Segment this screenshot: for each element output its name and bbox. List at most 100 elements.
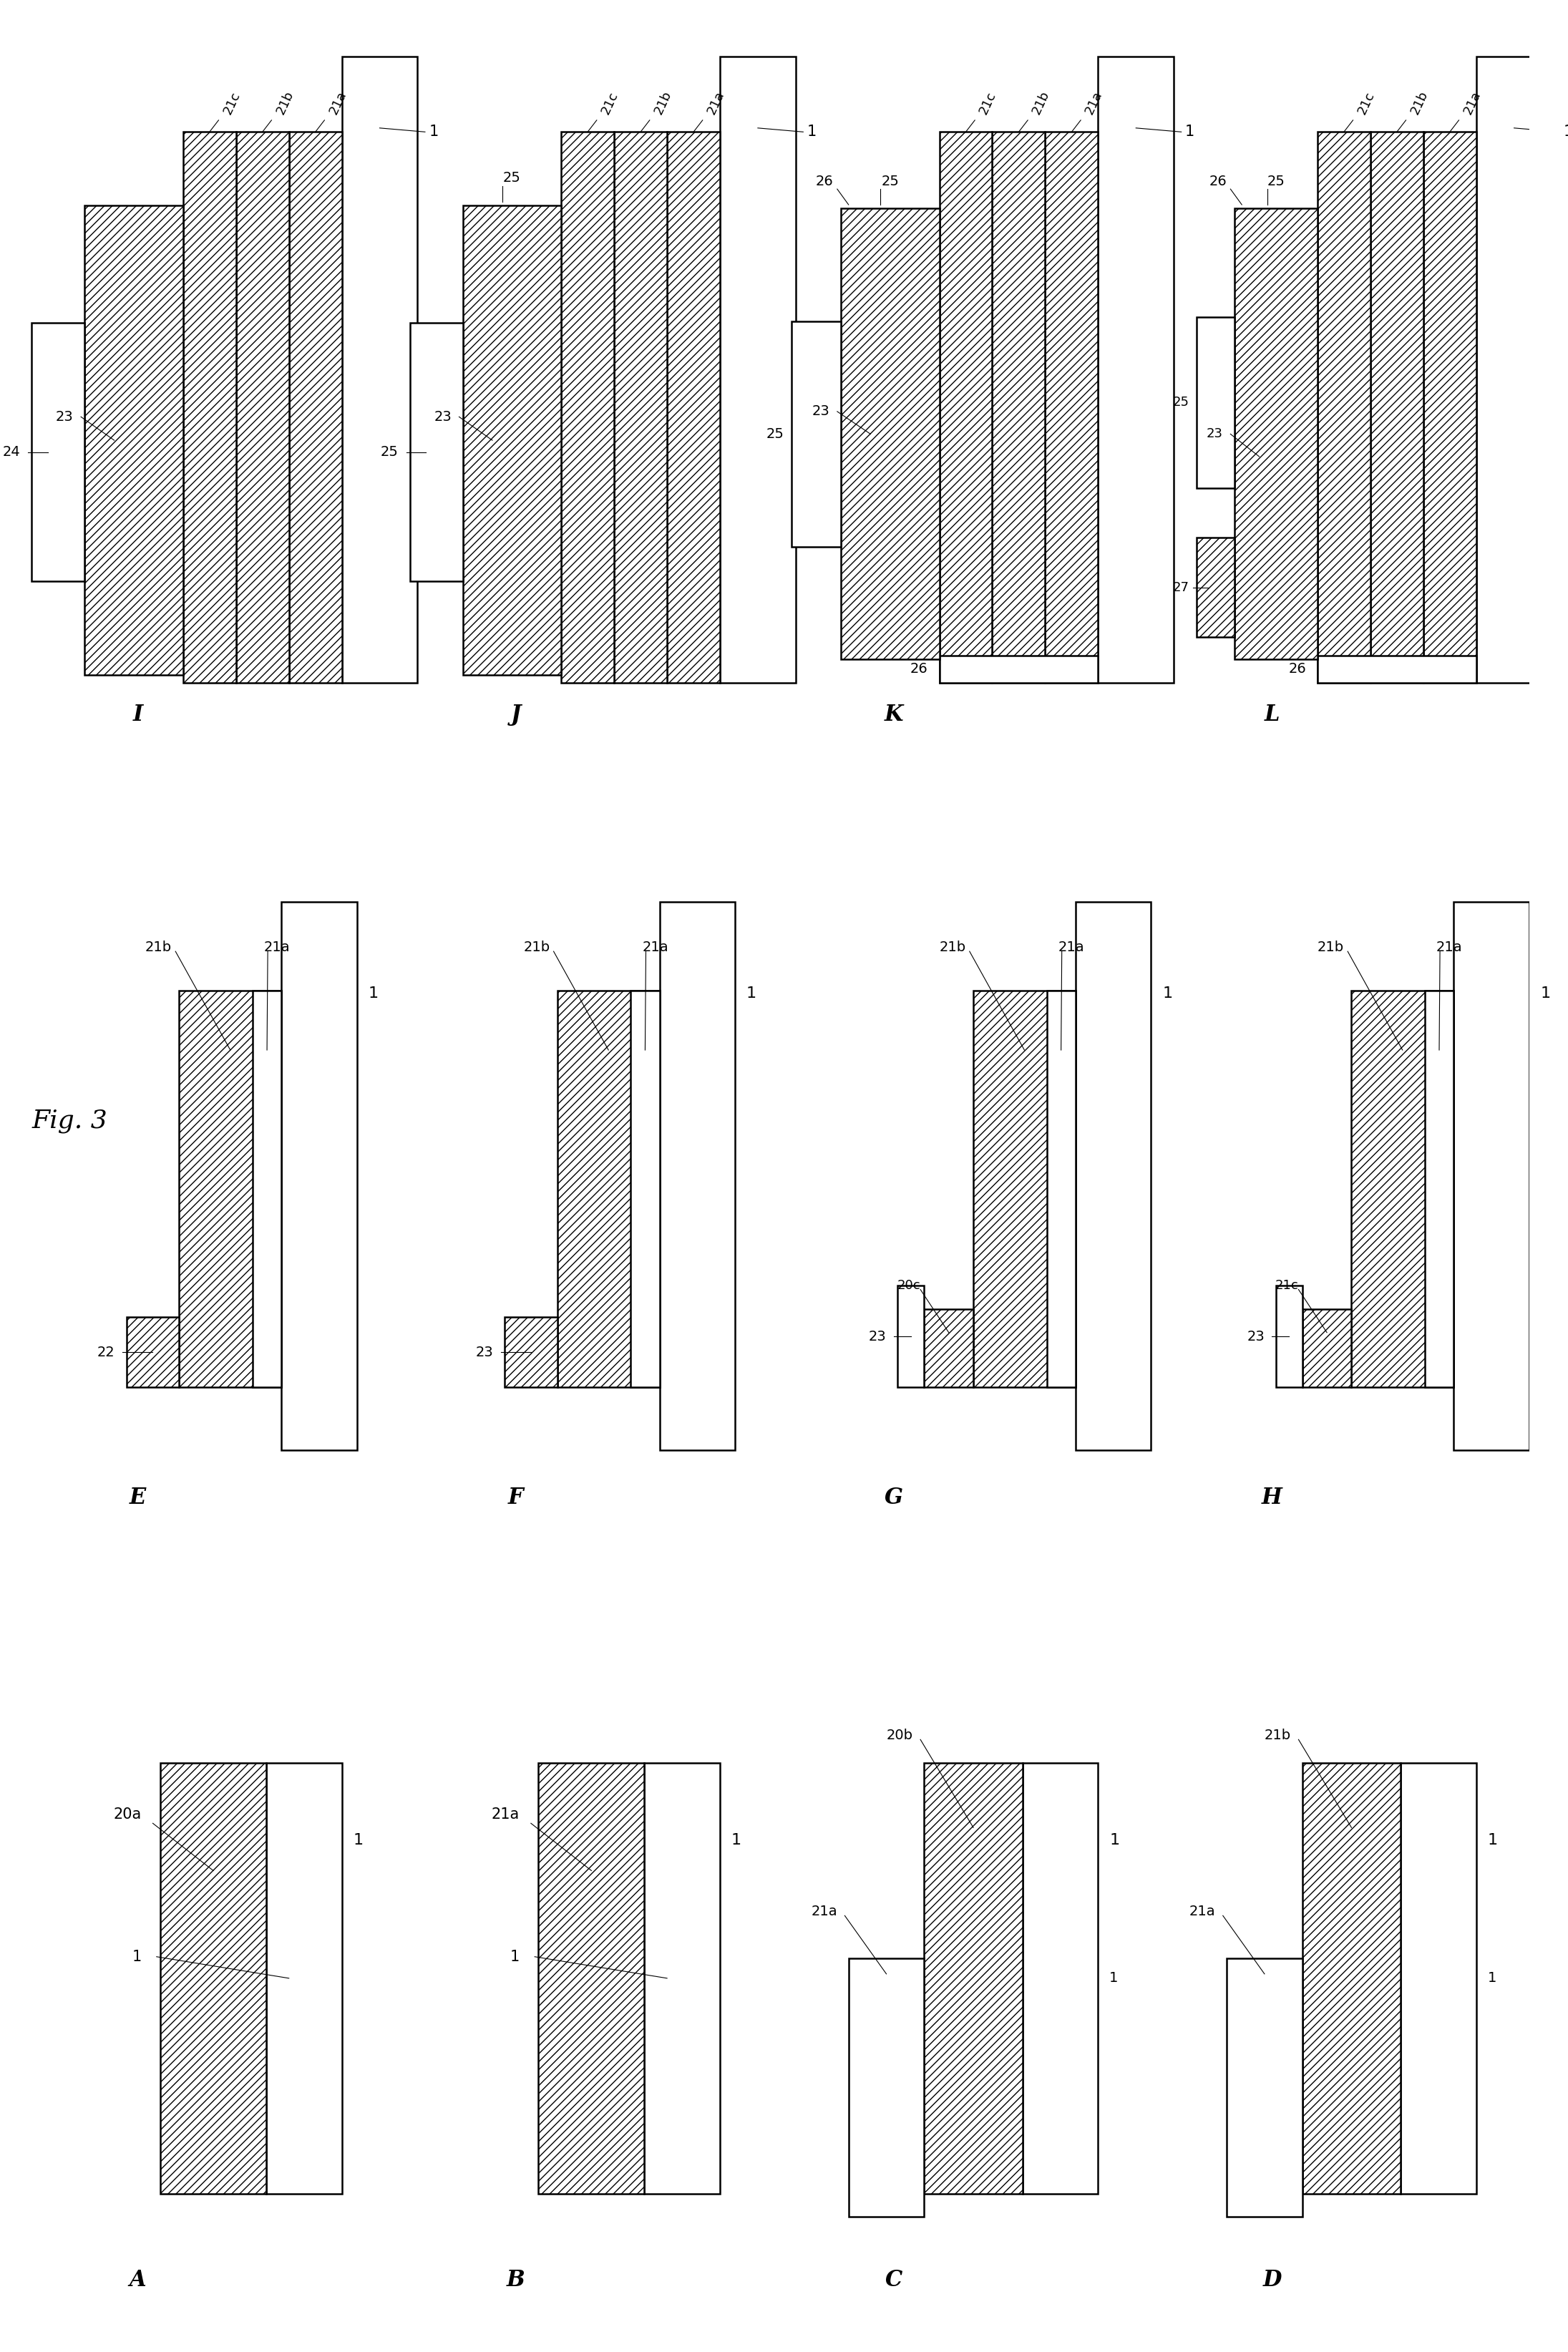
Text: 1: 1 — [1488, 1832, 1497, 1849]
Bar — [630, 990, 660, 1388]
Text: H: H — [1262, 1486, 1283, 1508]
Text: F: F — [508, 1486, 524, 1508]
Bar — [1076, 903, 1151, 1449]
Text: 21a: 21a — [706, 89, 728, 115]
Bar — [1317, 656, 1475, 682]
Text: 24: 24 — [3, 445, 20, 459]
Text: 21a: 21a — [263, 941, 290, 955]
Bar — [31, 322, 85, 581]
Text: 26: 26 — [1289, 663, 1306, 675]
Text: 21a: 21a — [641, 941, 668, 955]
Text: 25: 25 — [1267, 174, 1284, 188]
Text: 1: 1 — [731, 1832, 742, 1849]
Text: 1: 1 — [353, 1832, 364, 1849]
Bar — [939, 656, 1098, 682]
Text: 23: 23 — [1206, 428, 1223, 440]
Bar — [1425, 990, 1454, 1388]
Bar — [898, 1287, 924, 1388]
Bar — [267, 1764, 342, 2194]
Text: 21b: 21b — [524, 941, 550, 955]
Text: B: B — [506, 2270, 525, 2291]
Text: 21c: 21c — [1355, 89, 1377, 115]
Text: 1: 1 — [510, 1950, 519, 1964]
Bar — [1352, 990, 1454, 1388]
Text: 23: 23 — [1247, 1329, 1264, 1343]
Text: 21a: 21a — [811, 1905, 837, 1919]
Text: 21b: 21b — [146, 941, 172, 955]
Text: 23: 23 — [434, 409, 452, 423]
Text: 23: 23 — [56, 409, 74, 423]
Text: 1: 1 — [1185, 125, 1195, 139]
Text: 21b: 21b — [1408, 89, 1430, 115]
Bar — [281, 903, 358, 1449]
Bar — [1303, 1764, 1400, 2194]
Text: 22: 22 — [97, 1345, 114, 1359]
Bar — [792, 322, 840, 546]
Bar — [289, 132, 342, 682]
Bar — [557, 990, 660, 1388]
Text: 20c: 20c — [897, 1279, 920, 1291]
Text: 21b: 21b — [1030, 89, 1052, 115]
Bar — [644, 1764, 720, 2194]
Text: 25: 25 — [1173, 395, 1189, 409]
Text: 23: 23 — [869, 1329, 886, 1343]
Text: 1: 1 — [1563, 125, 1568, 139]
Text: 1: 1 — [132, 1950, 141, 1964]
Bar — [505, 1317, 557, 1388]
Text: 21a: 21a — [1189, 1905, 1215, 1919]
Text: I: I — [133, 703, 143, 727]
Text: L: L — [1264, 703, 1279, 727]
Bar — [1303, 1310, 1352, 1388]
Text: E: E — [129, 1486, 146, 1508]
Text: 21c: 21c — [599, 89, 621, 115]
Text: 1: 1 — [1488, 1971, 1496, 1985]
Text: K: K — [884, 703, 903, 727]
Bar — [666, 132, 720, 682]
Bar — [1047, 990, 1076, 1388]
Bar — [1276, 1287, 1303, 1388]
Text: G: G — [884, 1486, 903, 1508]
Text: 21b: 21b — [1317, 941, 1344, 955]
Text: 21b: 21b — [652, 89, 674, 115]
Bar — [660, 903, 735, 1449]
Text: 1: 1 — [428, 125, 439, 139]
Bar — [1098, 56, 1174, 682]
Text: 21c: 21c — [977, 89, 999, 115]
Bar — [1317, 132, 1370, 682]
Text: 21c: 21c — [1275, 1279, 1298, 1291]
Bar — [1424, 132, 1475, 682]
Bar — [720, 56, 795, 682]
Bar — [1196, 318, 1234, 489]
Text: 25: 25 — [881, 174, 898, 188]
Text: 23: 23 — [475, 1345, 492, 1359]
Text: 21b: 21b — [274, 89, 296, 115]
Text: 21a: 21a — [1436, 941, 1463, 955]
Text: J: J — [511, 703, 521, 727]
Text: 1: 1 — [746, 985, 757, 1002]
Text: 20a: 20a — [113, 1806, 141, 1823]
Bar — [1475, 56, 1552, 682]
Bar — [840, 209, 939, 659]
Bar — [1226, 1959, 1303, 2218]
Text: 1: 1 — [1110, 1971, 1118, 1985]
Bar — [252, 990, 281, 1388]
Bar — [924, 1310, 974, 1388]
Text: A: A — [129, 2270, 146, 2291]
Text: 21a: 21a — [326, 89, 348, 115]
Text: 1: 1 — [368, 985, 378, 1002]
Text: 1: 1 — [1110, 1832, 1120, 1849]
Bar — [85, 205, 183, 675]
Text: 25: 25 — [503, 172, 521, 186]
Bar — [1400, 1764, 1475, 2194]
Bar — [1046, 132, 1098, 682]
Bar — [1022, 1764, 1098, 2194]
Text: 21a: 21a — [1461, 89, 1483, 115]
Text: 21a: 21a — [1083, 89, 1105, 115]
Text: 25: 25 — [767, 428, 784, 440]
Text: Fig. 3: Fig. 3 — [31, 1110, 108, 1134]
Bar — [848, 1959, 924, 2218]
Bar — [183, 132, 235, 682]
Bar — [939, 132, 993, 682]
Text: 26: 26 — [911, 663, 928, 675]
Bar — [993, 132, 1046, 682]
